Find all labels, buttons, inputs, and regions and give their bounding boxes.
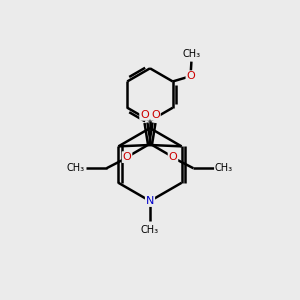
Text: O: O bbox=[186, 71, 195, 81]
Text: CH₃: CH₃ bbox=[141, 225, 159, 235]
Text: O: O bbox=[169, 152, 177, 162]
Text: O: O bbox=[123, 152, 131, 162]
Text: N: N bbox=[146, 196, 154, 206]
Text: O: O bbox=[151, 110, 160, 120]
Text: CH₃: CH₃ bbox=[215, 163, 233, 173]
Text: O: O bbox=[140, 110, 149, 120]
Text: CH₃: CH₃ bbox=[67, 163, 85, 173]
Text: CH₃: CH₃ bbox=[182, 49, 200, 59]
